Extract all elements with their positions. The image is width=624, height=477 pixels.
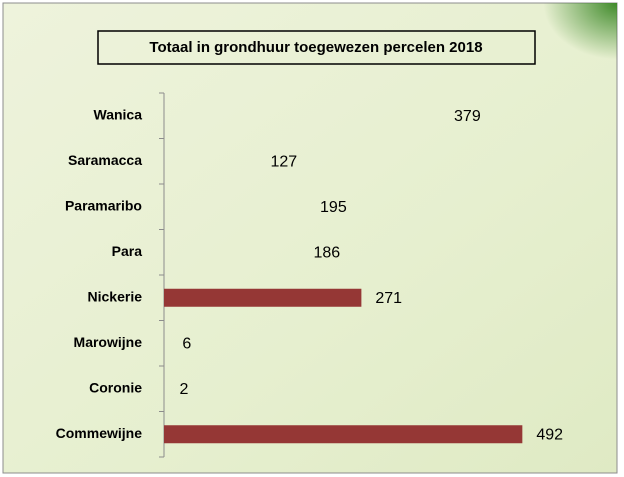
corner-shade <box>3 3 617 473</box>
bar <box>164 334 168 352</box>
y-tick-label: Coronie <box>89 379 142 395</box>
value-label: 127 <box>270 153 297 170</box>
y-tick-label: Para <box>112 243 143 259</box>
y-tick-label: Paramaribo <box>65 197 142 213</box>
bar <box>164 425 523 444</box>
bar <box>164 288 362 307</box>
bar <box>164 107 440 125</box>
y-tick-label: Marowijne <box>74 334 143 350</box>
value-label: 195 <box>320 199 347 216</box>
bar <box>164 243 299 261</box>
value-label: 271 <box>375 290 402 307</box>
chart-title: Totaal in grondhuur toegewezen percelen … <box>149 39 482 56</box>
value-label: 379 <box>454 108 481 125</box>
value-label: 6 <box>182 335 191 352</box>
value-label: 492 <box>536 426 563 443</box>
bar <box>164 380 165 398</box>
value-label: 2 <box>179 381 188 398</box>
y-tick-label: Commewijne <box>56 425 143 441</box>
bar <box>164 198 306 216</box>
y-tick-label: Saramacca <box>68 152 142 168</box>
title-box <box>97 30 536 65</box>
y-tick-label: Nickerie <box>88 288 143 304</box>
value-label: 186 <box>313 244 340 261</box>
bar <box>164 152 256 170</box>
y-tick-label: Wanica <box>94 106 143 122</box>
